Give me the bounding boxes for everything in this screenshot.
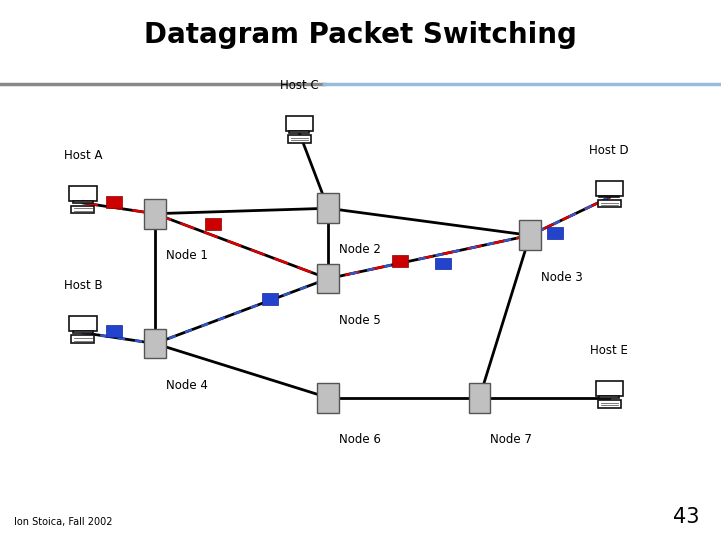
Text: Node 2: Node 2 (339, 243, 381, 256)
Bar (288, 135, 311, 142)
Bar (598, 183, 620, 194)
Bar (72, 318, 94, 329)
Text: Ion Stoica, Fall 2002: Ion Stoica, Fall 2002 (14, 518, 113, 527)
Text: Node 1: Node 1 (166, 249, 208, 262)
Text: Datagram Packet Switching: Datagram Packet Switching (144, 21, 577, 49)
Text: Host E: Host E (590, 344, 628, 357)
Bar (69, 186, 97, 201)
Bar (317, 264, 339, 293)
Bar (205, 218, 221, 230)
Text: Host C: Host C (280, 79, 319, 92)
Bar (286, 116, 313, 131)
Bar (289, 131, 309, 133)
Bar (596, 381, 623, 396)
Bar (596, 181, 623, 196)
Bar (547, 227, 563, 239)
Bar (71, 335, 94, 342)
Bar (469, 383, 490, 412)
Bar (519, 221, 541, 250)
Bar (317, 383, 339, 412)
Bar (598, 383, 620, 394)
Bar (598, 400, 621, 407)
Bar (317, 193, 339, 223)
Bar (392, 255, 408, 267)
Text: Node 5: Node 5 (339, 314, 381, 327)
Text: Node 3: Node 3 (541, 270, 583, 283)
Bar (71, 206, 94, 213)
Bar (144, 199, 166, 228)
Bar (288, 118, 310, 129)
Bar (144, 329, 166, 359)
Text: Node 7: Node 7 (490, 433, 532, 446)
Text: 43: 43 (673, 507, 699, 527)
Bar (106, 196, 122, 208)
Bar (599, 396, 619, 398)
Bar (435, 258, 451, 269)
Bar (262, 293, 278, 305)
Text: Host A: Host A (63, 149, 102, 162)
Bar (73, 201, 93, 203)
Bar (69, 316, 97, 331)
Text: Host B: Host B (63, 279, 102, 292)
Text: Node 4: Node 4 (166, 379, 208, 392)
Text: Node 6: Node 6 (339, 433, 381, 446)
Text: Host D: Host D (590, 144, 629, 157)
Bar (72, 188, 94, 199)
Bar (106, 325, 122, 337)
Bar (598, 200, 621, 207)
Bar (73, 331, 93, 333)
Bar (599, 196, 619, 197)
